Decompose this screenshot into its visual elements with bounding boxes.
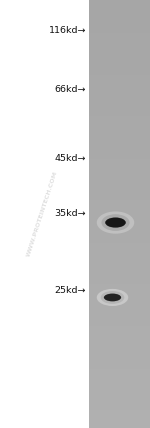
Text: WWW.PROTEINTECH.COM: WWW.PROTEINTECH.COM [26,170,58,258]
Ellipse shape [104,294,121,301]
Ellipse shape [105,293,120,302]
Text: 25kd→: 25kd→ [55,285,86,295]
Text: 116kd→: 116kd→ [49,26,86,36]
Ellipse shape [97,211,134,234]
Ellipse shape [105,217,126,228]
Ellipse shape [101,214,130,231]
Text: 35kd→: 35kd→ [55,208,86,218]
Ellipse shape [110,219,121,226]
Text: 66kd→: 66kd→ [55,85,86,95]
Ellipse shape [106,217,125,228]
Ellipse shape [108,295,117,300]
Ellipse shape [97,289,128,306]
Ellipse shape [101,291,124,304]
Text: 45kd→: 45kd→ [55,154,86,163]
